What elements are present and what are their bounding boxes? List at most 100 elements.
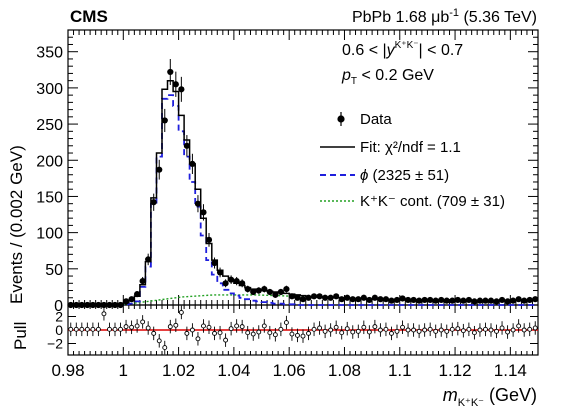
- pull-point: [455, 326, 461, 332]
- pull-point: [322, 328, 328, 334]
- data-point: [377, 296, 384, 303]
- data-point: [371, 294, 378, 301]
- pull-point: [112, 326, 118, 332]
- pull-point: [73, 326, 79, 332]
- x-tick-labels: 0.98 1 1.02 1.04 1.06 1.08 1.1 1.12 1.14: [51, 361, 526, 380]
- data-point: [487, 297, 495, 304]
- legend-fit-label: Fit: χ²/ndf = 1.1: [360, 139, 461, 156]
- legend: Data Fit: χ²/ndf = 1.1 ϕ (2325 ± 51) K⁺K…: [320, 111, 505, 210]
- data-point: [106, 301, 113, 309]
- data-point: [388, 297, 395, 304]
- pull-point: [223, 337, 229, 343]
- rapidity-cut-label: 0.6 < |yK⁺K⁻| < 0.7: [342, 40, 463, 59]
- data-point: [211, 259, 218, 267]
- data-point: [521, 297, 528, 304]
- pull-point: [256, 329, 262, 335]
- legend-kk-label: K⁺K⁻ cont. (709 ± 31): [360, 193, 505, 210]
- pull-point: [488, 327, 494, 333]
- data-point: [228, 276, 235, 283]
- data-point: [432, 297, 439, 304]
- data-point: [498, 296, 506, 304]
- pull-point: [333, 324, 339, 330]
- data-point: [327, 294, 334, 301]
- legend-data-marker: [337, 112, 345, 126]
- y-tick-label: 250: [36, 117, 63, 134]
- pull-point: [84, 326, 90, 332]
- pull-point: [173, 322, 179, 328]
- data-point: [161, 117, 168, 124]
- data-point: [294, 294, 301, 301]
- pull-point: [516, 323, 522, 329]
- pull-point: [145, 325, 151, 331]
- pull-point: [499, 325, 505, 331]
- data-point: [205, 236, 213, 243]
- data-point: [449, 297, 456, 304]
- data-point: [111, 301, 119, 309]
- pull-point: [355, 328, 361, 334]
- pt-cut-label: pT < 0.2 GeV: [341, 67, 434, 87]
- phi-line: [68, 94, 538, 306]
- data-point: [288, 293, 296, 300]
- data-point: [526, 296, 533, 304]
- data-point: [510, 297, 517, 304]
- data-point: [382, 296, 390, 303]
- pull-point: [394, 328, 400, 334]
- data-point: [255, 287, 262, 294]
- lumi-label: PbPb 1.68 μb-1 (5.36 TeV): [352, 7, 537, 26]
- pull-point: [217, 330, 223, 336]
- pull-point: [460, 328, 466, 334]
- pull-point: [471, 330, 477, 336]
- pull-point: [129, 324, 135, 330]
- pull-point: [79, 326, 85, 332]
- data-point: [360, 294, 367, 301]
- pull-point: [206, 324, 212, 330]
- data-point: [305, 294, 312, 301]
- data-point: [239, 280, 246, 287]
- pull-point: [383, 326, 389, 332]
- legend-data-label: Data: [360, 111, 392, 128]
- data-point: [277, 288, 284, 296]
- pull-point: [521, 327, 527, 333]
- pull-point: [328, 327, 334, 333]
- y-tick-label: 350: [36, 45, 63, 62]
- x-tick-label: 1.06: [273, 361, 306, 380]
- data-point: [349, 296, 356, 303]
- data-point: [78, 301, 85, 309]
- pull-point: [283, 320, 289, 326]
- data-point: [421, 296, 428, 304]
- y-tick-labels: 0 50 100 150 200 250 300 350: [36, 45, 63, 315]
- pull-point: [151, 330, 157, 336]
- data-point: [117, 301, 124, 309]
- data-point: [89, 301, 96, 309]
- data-point: [299, 296, 307, 303]
- data-point: [222, 280, 229, 287]
- x-axis-title: mK⁺K⁻ (GeV): [443, 385, 537, 407]
- pull-point: [239, 324, 245, 330]
- data-point: [310, 293, 318, 300]
- data-point: [139, 278, 146, 285]
- pull-point: [400, 324, 405, 330]
- data-point: [156, 166, 163, 173]
- data-point: [100, 301, 108, 309]
- data-points: [67, 58, 539, 309]
- data-point: [200, 209, 207, 216]
- pull-point: [272, 332, 278, 338]
- data-point: [189, 160, 196, 167]
- data-point: [366, 296, 373, 304]
- data-point: [272, 291, 279, 298]
- data-point: [178, 86, 185, 93]
- pull-point: [101, 311, 107, 317]
- pull-point: [344, 326, 350, 332]
- x-tick-label: 1.02: [162, 361, 195, 380]
- pull-point: [466, 326, 472, 332]
- data-point: [73, 301, 80, 309]
- pull-point: [411, 327, 417, 333]
- pull-point: [189, 327, 195, 333]
- pull-points: [68, 305, 538, 355]
- pull-point: [162, 345, 168, 351]
- data-point: [410, 296, 417, 304]
- y-tick-label: 50: [45, 262, 63, 279]
- pull-point: [377, 327, 383, 333]
- data-point: [504, 298, 511, 305]
- data-point: [532, 296, 539, 303]
